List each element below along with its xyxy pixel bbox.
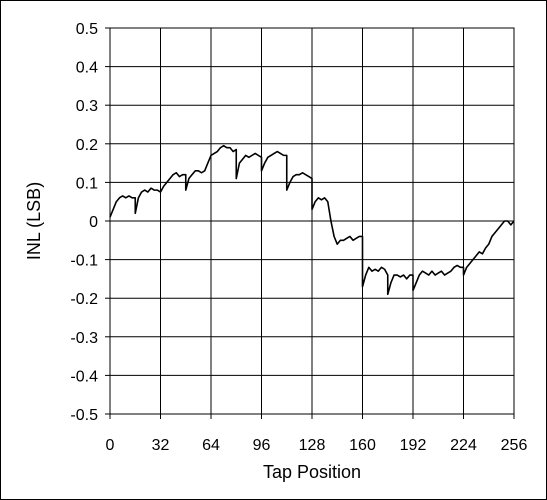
x-tick-label: 256 [501, 437, 528, 454]
x-tick-label: 0 [106, 437, 115, 454]
x-tick-label: 192 [400, 437, 427, 454]
y-tick-label: -0.2 [70, 291, 98, 308]
x-tick-label: 64 [202, 437, 220, 454]
x-tick-label: 32 [152, 437, 170, 454]
x-tick-label: 160 [349, 437, 376, 454]
x-axis-title: Tap Position [263, 462, 361, 482]
y-tick-label: 0.5 [76, 21, 98, 38]
y-tick-label: 0.3 [76, 98, 98, 115]
y-axis-title: INL (LSB) [24, 182, 44, 260]
x-tick-label: 128 [299, 437, 326, 454]
x-tick-labels: 0 32 64 96 128 160 192 224 256 [106, 414, 528, 454]
y-tick-label: 0.1 [76, 175, 98, 192]
y-tick-label: 0.4 [76, 60, 98, 77]
x-tick-label: 224 [450, 437, 477, 454]
y-tick-labels: 0.5 0.4 0.3 0.2 0.1 0 -0.1 -0.2 -0.3 -0.4 -0.5 [70, 21, 110, 424]
y-tick-label: 0.2 [76, 137, 98, 154]
y-tick-label: 0 [89, 214, 98, 231]
x-tick-label: 96 [253, 437, 271, 454]
series-line-inl [109, 144, 515, 296]
grid-lines [109, 27, 515, 415]
y-tick-label: -0.4 [70, 368, 98, 385]
y-tick-label: -0.3 [70, 330, 98, 347]
y-tick-label: -0.5 [70, 407, 98, 424]
y-tick-label: -0.1 [70, 253, 98, 270]
